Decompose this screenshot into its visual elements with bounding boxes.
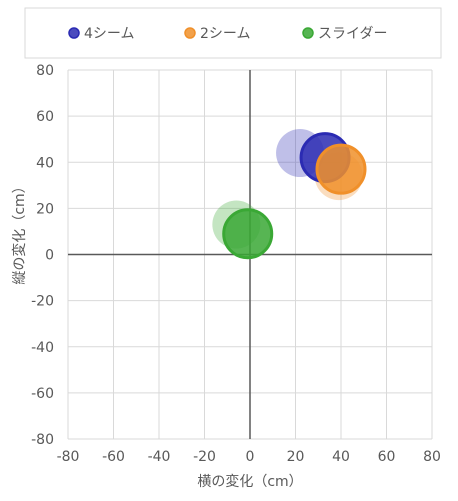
y-tick-label: 40 [36, 155, 54, 171]
y-tick-label: -40 [31, 340, 54, 356]
x-tick-label: 20 [287, 449, 305, 465]
y-axis-title: 縦の変化（cm） [11, 179, 28, 284]
y-tick-label: 60 [36, 109, 54, 125]
legend: 4シーム 2シーム スライダー [68, 26, 387, 42]
legend-marker-2 [184, 27, 196, 39]
bubbles [212, 129, 367, 260]
y-tick-label: 20 [36, 201, 54, 217]
legend-marker-3 [302, 27, 314, 39]
x-axis-title: 横の変化（cm） [197, 473, 302, 490]
x-tick-label: -80 [57, 449, 80, 465]
x-tick-label: -20 [193, 449, 216, 465]
y-tick-label: 80 [36, 63, 54, 79]
y-tick-label: 0 [45, 248, 54, 264]
x-tick-label: 60 [378, 449, 396, 465]
legend-box [24, 7, 442, 59]
y-tick-label: -80 [31, 432, 54, 448]
legend-label-3: スライダー [318, 26, 387, 42]
x-tick-label: -40 [148, 449, 171, 465]
y-tick-label: -20 [31, 294, 54, 310]
bubble-3 [222, 208, 274, 260]
legend-marker-1 [68, 27, 80, 39]
x-tick-label: 80 [423, 449, 441, 465]
x-tick-label: 0 [246, 449, 255, 465]
bubble-2 [315, 143, 367, 195]
x-tick-label: -60 [102, 449, 125, 465]
legend-label-1: 4シーム [84, 26, 135, 42]
x-tick-label: 40 [332, 449, 350, 465]
y-tick-label: -60 [31, 386, 54, 402]
legend-label-2: 2シーム [200, 26, 251, 42]
tick-labels: -80 -60 -40 -20 0 20 40 60 80 80 60 40 20 0 -20 -40 -60 -… [31, 63, 441, 465]
